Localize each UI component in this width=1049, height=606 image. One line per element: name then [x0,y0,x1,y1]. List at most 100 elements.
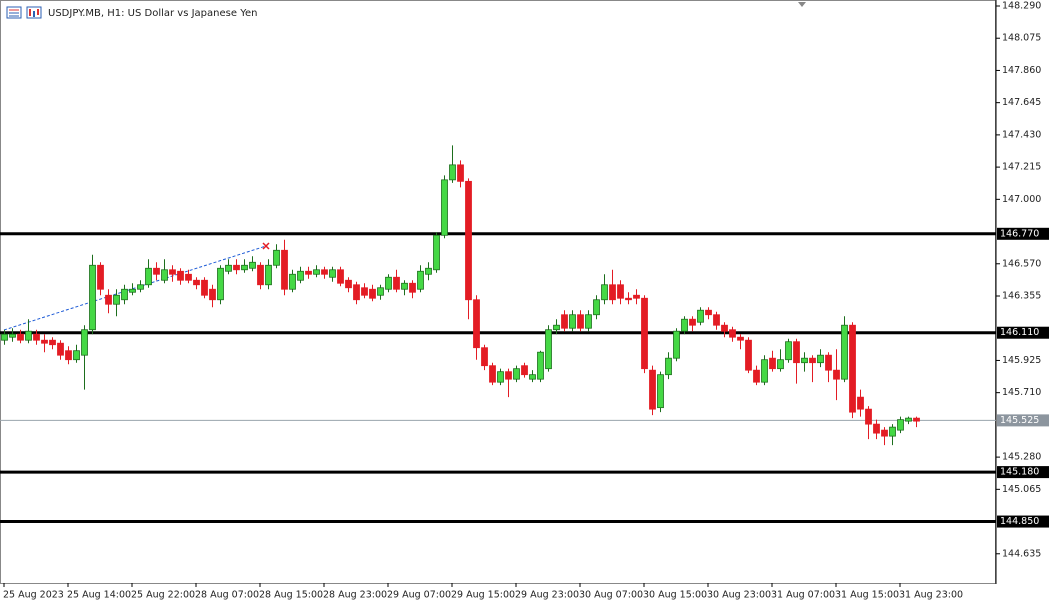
candle-body [185,273,192,281]
level-label: 146.110 [1000,327,1039,338]
candle-body [673,330,680,359]
y-tick-label: 144.635 [1002,548,1041,559]
candle-body [161,269,168,281]
candle-body [569,314,576,329]
candle-body [481,347,488,367]
candle-body [721,324,728,332]
candle-body [353,284,360,301]
y-tick-label: 147.860 [1002,65,1041,76]
candle-body [593,299,600,316]
x-tick-label: 31 Aug 07:00 [771,590,835,601]
level-label-box [997,326,1049,339]
x-tick-label: 28 Aug 23:00 [323,590,387,601]
candle-body [25,330,32,341]
last-price-label: 145.525 [1000,415,1039,426]
candle-body [465,180,472,301]
candle-body [505,371,512,380]
candle-body [329,269,336,278]
level-label: 146.770 [1000,228,1039,239]
candle-body [1,333,8,341]
candle-body [65,350,72,361]
candle-body [905,417,912,422]
chart-title: USDJPY.MB, H1: US Dollar vs Japanese Yen [48,8,257,19]
last-price-box [997,414,1049,427]
candle-body [665,357,672,376]
y-tick-label: 145.925 [1002,355,1041,366]
y-tick-label: 146.570 [1002,258,1041,269]
candle-body [249,261,256,269]
candle-body [585,314,592,329]
candle-body [697,309,704,323]
candle-body [553,324,560,331]
candles [1,145,920,446]
candle-body [393,276,400,290]
candle-body [305,270,312,275]
x-tick-label: 30 Aug 07:00 [579,590,643,601]
candle-body [97,264,104,290]
candle-body [561,314,568,329]
y-tick-label: 145.065 [1002,484,1041,495]
candle-body [513,368,520,380]
candle-body [73,350,80,361]
candle-body [625,297,632,301]
candle-body [105,294,112,305]
y-tick-label: 147.000 [1002,194,1041,205]
candle-body [841,324,848,380]
candle-body [489,365,496,383]
x-tick-label: 25 Aug 22:00 [131,590,195,601]
candle-body [281,249,288,290]
candle-body [321,269,328,275]
candle-body [153,267,160,275]
candle-body [913,417,920,422]
candle-body [897,419,904,431]
candle-body [297,270,304,281]
x-tick-label: 28 Aug 07:00 [195,590,259,601]
candle-body [217,267,224,301]
candle-body [529,374,536,380]
trend-line [3,245,267,331]
candle-body [769,357,776,370]
candle-body [649,369,656,410]
x-tick-label: 29 Aug 23:00 [515,590,579,601]
candle-body [497,371,504,383]
candle-body [41,339,48,344]
candle-body [177,270,184,281]
x-tick-label: 30 Aug 15:00 [643,590,707,601]
candle-body [641,297,648,370]
candle-body [137,284,144,290]
candle-body [241,264,248,271]
x-tick-label: 29 Aug 15:00 [451,590,515,601]
candle-body [777,359,784,370]
candle-body [433,234,440,271]
candle-body [761,359,768,383]
candle-body [745,339,752,371]
level-label-box [997,515,1049,528]
candle-body [377,287,384,296]
grid-layer [0,232,996,524]
candle-body [793,341,800,364]
y-tick-label: 146.355 [1002,290,1041,301]
candle-body [857,396,864,410]
y-tick-label: 147.645 [1002,97,1041,108]
candle-body [385,276,392,290]
candle-body [289,273,296,290]
candle-body [785,341,792,361]
candle-body [689,318,696,326]
candle-body [81,329,88,356]
candle-body [817,354,824,364]
candle-body [273,249,280,266]
level-label-box [997,466,1049,479]
toolbar-icons [6,6,42,19]
candle-body [705,309,712,316]
plot-frame [0,0,996,584]
candle-body [225,264,232,272]
candle-body [881,429,888,437]
level-label-box [997,227,1049,240]
level-label: 144.850 [1000,516,1039,527]
candle-body [457,164,464,182]
candle-body [849,324,856,413]
candle-body [409,282,416,293]
candle-body [873,423,880,434]
candle-body [801,357,808,364]
y-tick-label: 147.215 [1002,162,1041,173]
